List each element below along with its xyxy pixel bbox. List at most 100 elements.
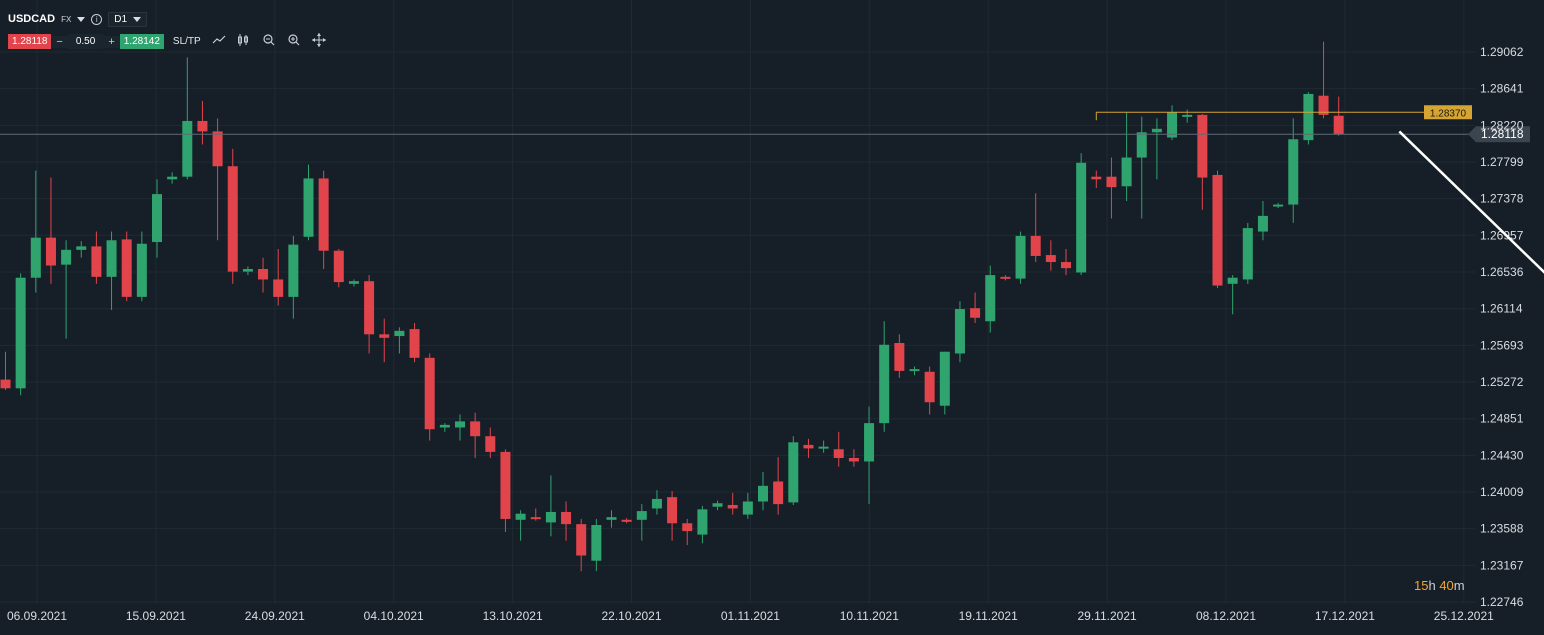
date-tick-label: 04.10.2021 [364,609,424,623]
candle-body [136,243,147,297]
candle-body [348,281,359,284]
candle-body [879,344,890,424]
candle-body [15,277,26,389]
price-axis: 1.29062 1.28641 1.28220 1.27799 1.27378 1.269… [1480,45,1524,609]
candle-body [1000,276,1011,279]
candle-body [561,511,572,525]
timeframe-value: D1 [114,13,128,25]
candle-body [1227,277,1238,284]
chevron-down-icon [133,16,142,22]
candle-body [333,250,344,283]
candle-body [1076,162,1087,273]
minutes-unit: m [1453,578,1465,593]
price-tick-label: 1.26536 [1480,265,1524,279]
sell-price-button[interactable]: 1.28118 [8,34,52,49]
price-tick-label: 1.27378 [1480,192,1524,206]
chart-toolbar: USDCAD FX i D1 1.28118 − 0.50 + 1.28142 … [8,10,348,52]
candle-body [864,423,875,462]
candles [0,41,1344,572]
zoom-in-icon[interactable] [287,34,301,49]
candle-body [697,509,708,535]
candle-body [1061,262,1071,269]
market-label: FX [61,14,72,24]
lot-increase-button[interactable]: + [103,35,120,48]
current-price-label: 1.28118 [1481,127,1524,141]
candle-body [500,451,511,519]
candle-body [530,517,541,520]
projection-arrow[interactable] [1398,130,1544,293]
sltp-button[interactable]: SL/TP [172,36,201,47]
candles-icon[interactable] [237,34,251,49]
current-price-tag [1468,126,1530,143]
candle-body [636,511,647,520]
candle-body [288,244,299,297]
candle-body [1015,235,1026,279]
candle-body [576,524,587,556]
level-price-label: 1.28370 [1430,108,1467,119]
candle-body [1121,157,1132,187]
price-tick-label: 1.26114 [1480,302,1523,316]
candle-body [1242,228,1253,280]
date-tick-label: 25.12.2021 [1434,609,1494,623]
buy-price-button[interactable]: 1.28142 [119,34,164,49]
zoom-out-icon[interactable] [262,34,276,49]
price-tick-label: 1.25693 [1480,338,1524,352]
symbol-name[interactable]: USDCAD [8,13,56,25]
candle-body [773,481,784,505]
candle-body [303,178,314,237]
candle-body [848,457,859,462]
candle-body [818,446,829,449]
candle-body [30,237,41,278]
candle-body [318,178,329,251]
candle-body [985,275,996,322]
candle-body [152,194,162,243]
candle-body [712,503,723,507]
candle-body [591,525,602,561]
candle-body [924,371,935,403]
date-tick-label: 06.09.2021 [7,609,67,623]
candle-body [76,246,87,250]
candle-body [1167,112,1178,138]
info-icon[interactable]: i [91,13,103,25]
countdown-minutes: 40 [1439,578,1454,593]
candle-body [803,444,814,449]
crosshair-icon[interactable] [311,33,326,50]
candle-body [258,269,269,280]
lot-decrease-button[interactable]: − [51,35,68,48]
candle-body [197,120,208,132]
candle-body [682,523,693,532]
resistance-level[interactable]: 1.28370 [1095,105,1472,121]
timeframe-select[interactable]: D1 [108,11,148,27]
line-chart-icon[interactable] [212,35,226,48]
candle-body [91,246,102,277]
candle-body [1212,174,1223,286]
candle-body [424,357,435,430]
candle-body [61,249,72,265]
chevron-down-icon[interactable] [77,16,86,22]
lot-size-input[interactable]: 0.50 [67,34,104,49]
candle-body [106,240,117,277]
date-tick-label: 01.11.2021 [721,609,780,623]
candle-body [45,237,56,266]
candle-body [1318,95,1329,115]
candle-body [439,424,450,428]
candle-body [379,334,390,338]
candle-body [0,379,11,389]
candle-body [1106,176,1117,188]
candle-body [1045,255,1056,263]
candle-body [1288,139,1299,205]
candle-body [1091,176,1102,180]
date-tick-label: 10.11.2021 [840,609,899,623]
candle-body [1273,204,1284,207]
candle-body [606,517,617,520]
candle-body [1151,128,1162,133]
candle-body [485,436,496,452]
price-tick-label: 1.24430 [1480,448,1524,462]
price-tick-label: 1.22746 [1480,595,1524,609]
candle-body [1182,114,1193,117]
price-tick-label: 1.23588 [1480,522,1524,536]
date-tick-label: 29.11.2021 [1078,609,1137,623]
price-tick-label: 1.24009 [1480,485,1524,499]
price-tick-label: 1.28220 [1480,118,1524,132]
